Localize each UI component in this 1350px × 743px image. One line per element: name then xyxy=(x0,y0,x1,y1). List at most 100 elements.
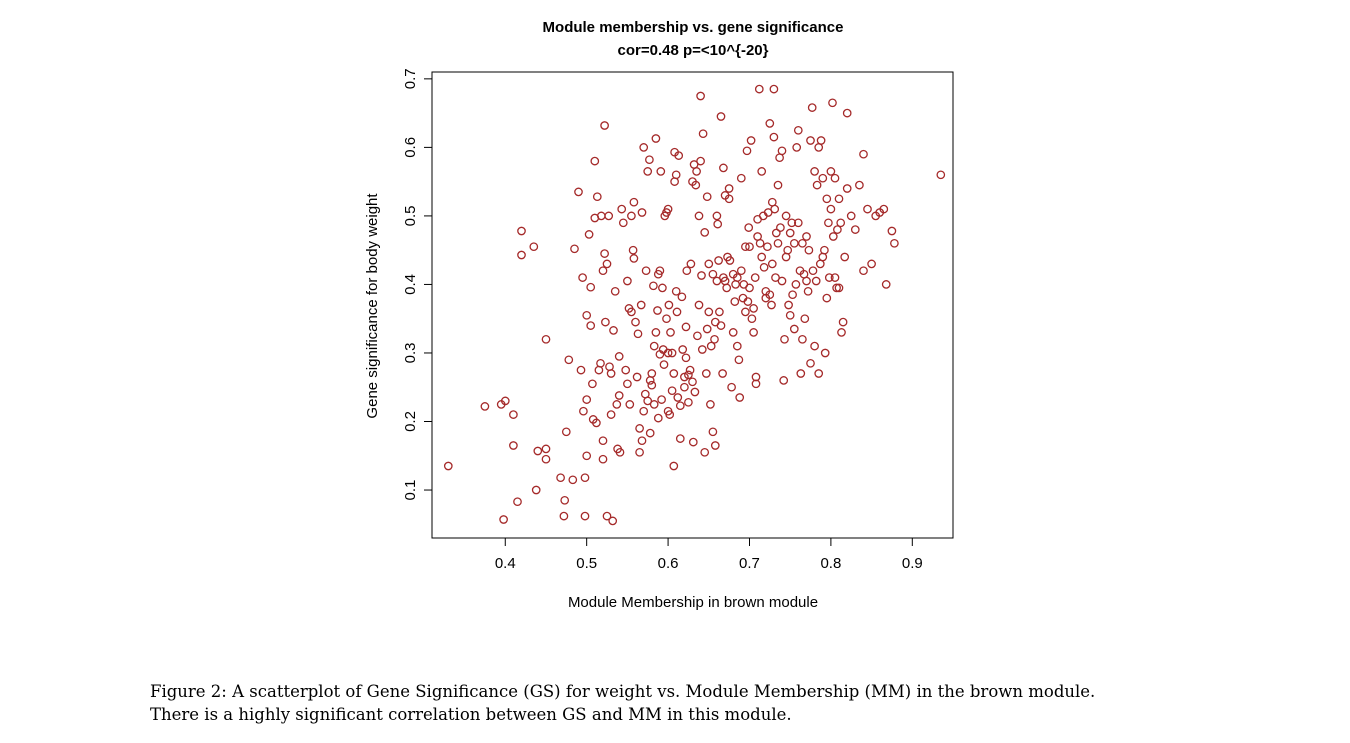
data-point xyxy=(834,283,844,293)
data-point xyxy=(742,146,752,156)
x-tick-label: 0.6 xyxy=(658,555,679,572)
data-point xyxy=(662,314,671,324)
data-point xyxy=(787,218,797,228)
data-point xyxy=(755,238,765,248)
y-tick-label: 0.3 xyxy=(402,343,419,364)
data-point xyxy=(798,238,807,248)
data-point xyxy=(582,395,592,404)
x-tick-label: 0.8 xyxy=(820,555,841,572)
data-point xyxy=(600,121,609,130)
data-point xyxy=(792,143,802,152)
data-point xyxy=(651,134,661,143)
data-point xyxy=(701,369,711,378)
data-point xyxy=(598,266,608,276)
data-point xyxy=(645,376,655,385)
data-point xyxy=(712,211,722,221)
data-point xyxy=(867,259,876,269)
data-point xyxy=(480,402,490,411)
data-point xyxy=(745,242,754,252)
data-point xyxy=(653,413,663,423)
data-point xyxy=(629,197,639,207)
data-point xyxy=(621,365,631,375)
data-point xyxy=(625,400,635,409)
data-point xyxy=(657,395,666,404)
data-point xyxy=(836,218,846,228)
data-point xyxy=(773,238,783,248)
data-point xyxy=(615,447,625,457)
data-point xyxy=(744,223,754,232)
data-point xyxy=(658,283,667,293)
data-point xyxy=(806,358,815,368)
data-point xyxy=(499,515,508,524)
data-point xyxy=(735,393,745,402)
data-point xyxy=(602,259,612,269)
data-point xyxy=(759,262,769,272)
data-point xyxy=(649,400,659,409)
data-point xyxy=(722,283,732,293)
data-point xyxy=(623,379,632,389)
data-point xyxy=(636,300,646,310)
data-point xyxy=(500,396,510,406)
data-point xyxy=(837,328,846,337)
data-point xyxy=(802,232,811,241)
data-point xyxy=(741,242,750,252)
x-tick-label: 0.5 xyxy=(576,555,597,572)
x-tick-label: 0.7 xyxy=(739,555,760,572)
data-point xyxy=(651,328,661,337)
data-point xyxy=(757,252,767,262)
y-tick-label: 0.6 xyxy=(402,137,419,158)
plot-frame xyxy=(431,71,954,539)
caption-line-2: There is a highly significant correlatio… xyxy=(150,705,792,724)
data-point xyxy=(765,119,775,128)
data-point xyxy=(592,418,601,428)
data-point xyxy=(704,259,714,269)
data-point xyxy=(798,334,807,344)
data-point xyxy=(859,266,868,276)
data-point xyxy=(678,345,688,354)
data-point xyxy=(769,132,779,142)
data-point xyxy=(770,204,780,214)
data-point xyxy=(833,225,842,234)
y-tick-label: 0.7 xyxy=(402,68,419,89)
data-point xyxy=(824,273,834,282)
data-point xyxy=(586,321,596,330)
data-point xyxy=(656,167,666,176)
figure-caption: Figure 2: A scatterplot of Gene Signific… xyxy=(150,680,1250,726)
data-point xyxy=(560,495,570,505)
data-point xyxy=(763,242,772,252)
data-point xyxy=(602,511,612,521)
data-point xyxy=(842,108,852,118)
data-point xyxy=(840,252,850,262)
data-point xyxy=(804,245,814,255)
data-point xyxy=(697,271,706,280)
data-point xyxy=(618,218,628,228)
data-point xyxy=(684,370,693,380)
y-axis: 0.1 0.2 0.3 0.4 0.5 0.6 0.7 xyxy=(402,68,432,500)
data-point xyxy=(832,283,841,293)
data-point xyxy=(750,273,760,282)
data-point xyxy=(754,84,764,94)
data-point xyxy=(681,353,691,363)
data-point xyxy=(714,256,723,265)
data-point xyxy=(606,369,616,378)
data-point xyxy=(850,225,860,234)
data-point xyxy=(747,314,757,324)
data-point xyxy=(541,454,551,464)
data-point xyxy=(667,386,677,396)
data-point xyxy=(673,393,683,402)
data-point xyxy=(820,348,830,358)
chart-title: Module membership vs. gene significance xyxy=(543,19,844,36)
data-point xyxy=(724,194,734,204)
data-point xyxy=(708,269,718,279)
data-point xyxy=(816,136,826,145)
y-axis-label: Gene significance for body weight xyxy=(364,193,381,419)
data-point xyxy=(631,317,640,327)
data-point xyxy=(822,194,832,204)
data-point xyxy=(663,348,673,358)
data-point xyxy=(693,331,702,341)
data-point xyxy=(749,304,758,313)
data-point xyxy=(803,286,813,296)
x-axis-label: Module Membership in brown module xyxy=(568,594,818,611)
data-point xyxy=(614,391,624,400)
data-point xyxy=(694,211,704,221)
